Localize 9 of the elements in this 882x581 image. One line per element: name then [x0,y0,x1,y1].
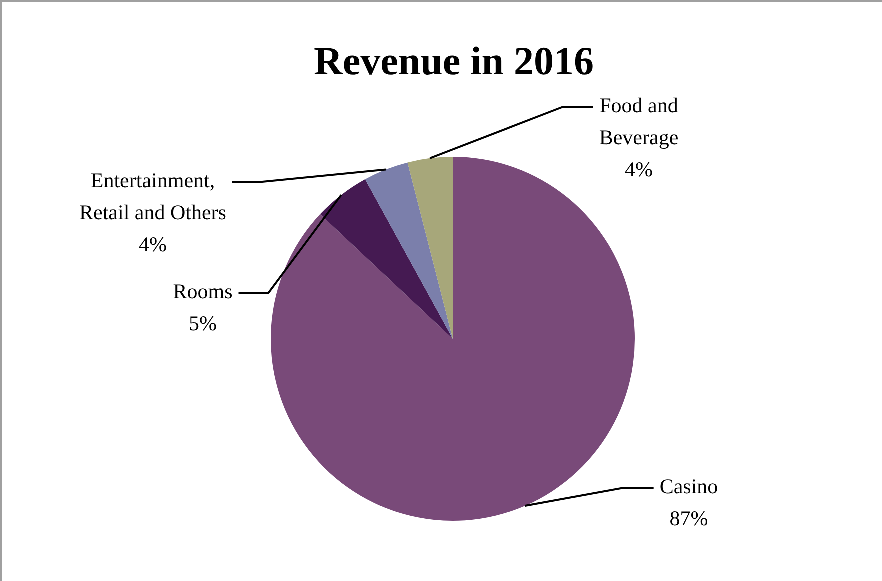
slice-label: Rooms [173,280,233,304]
slice-label: Entertainment, Retail and Others [80,168,226,225]
data-label: 4% [139,232,167,257]
slice-label: Casino [660,474,718,499]
data-label: 87% [670,506,708,531]
data-label: 5% [189,312,217,336]
slice-label: Food and Beverage [599,94,679,150]
chart-title: Revenue in 2016 [314,38,594,84]
data-label: 4% [625,158,653,182]
